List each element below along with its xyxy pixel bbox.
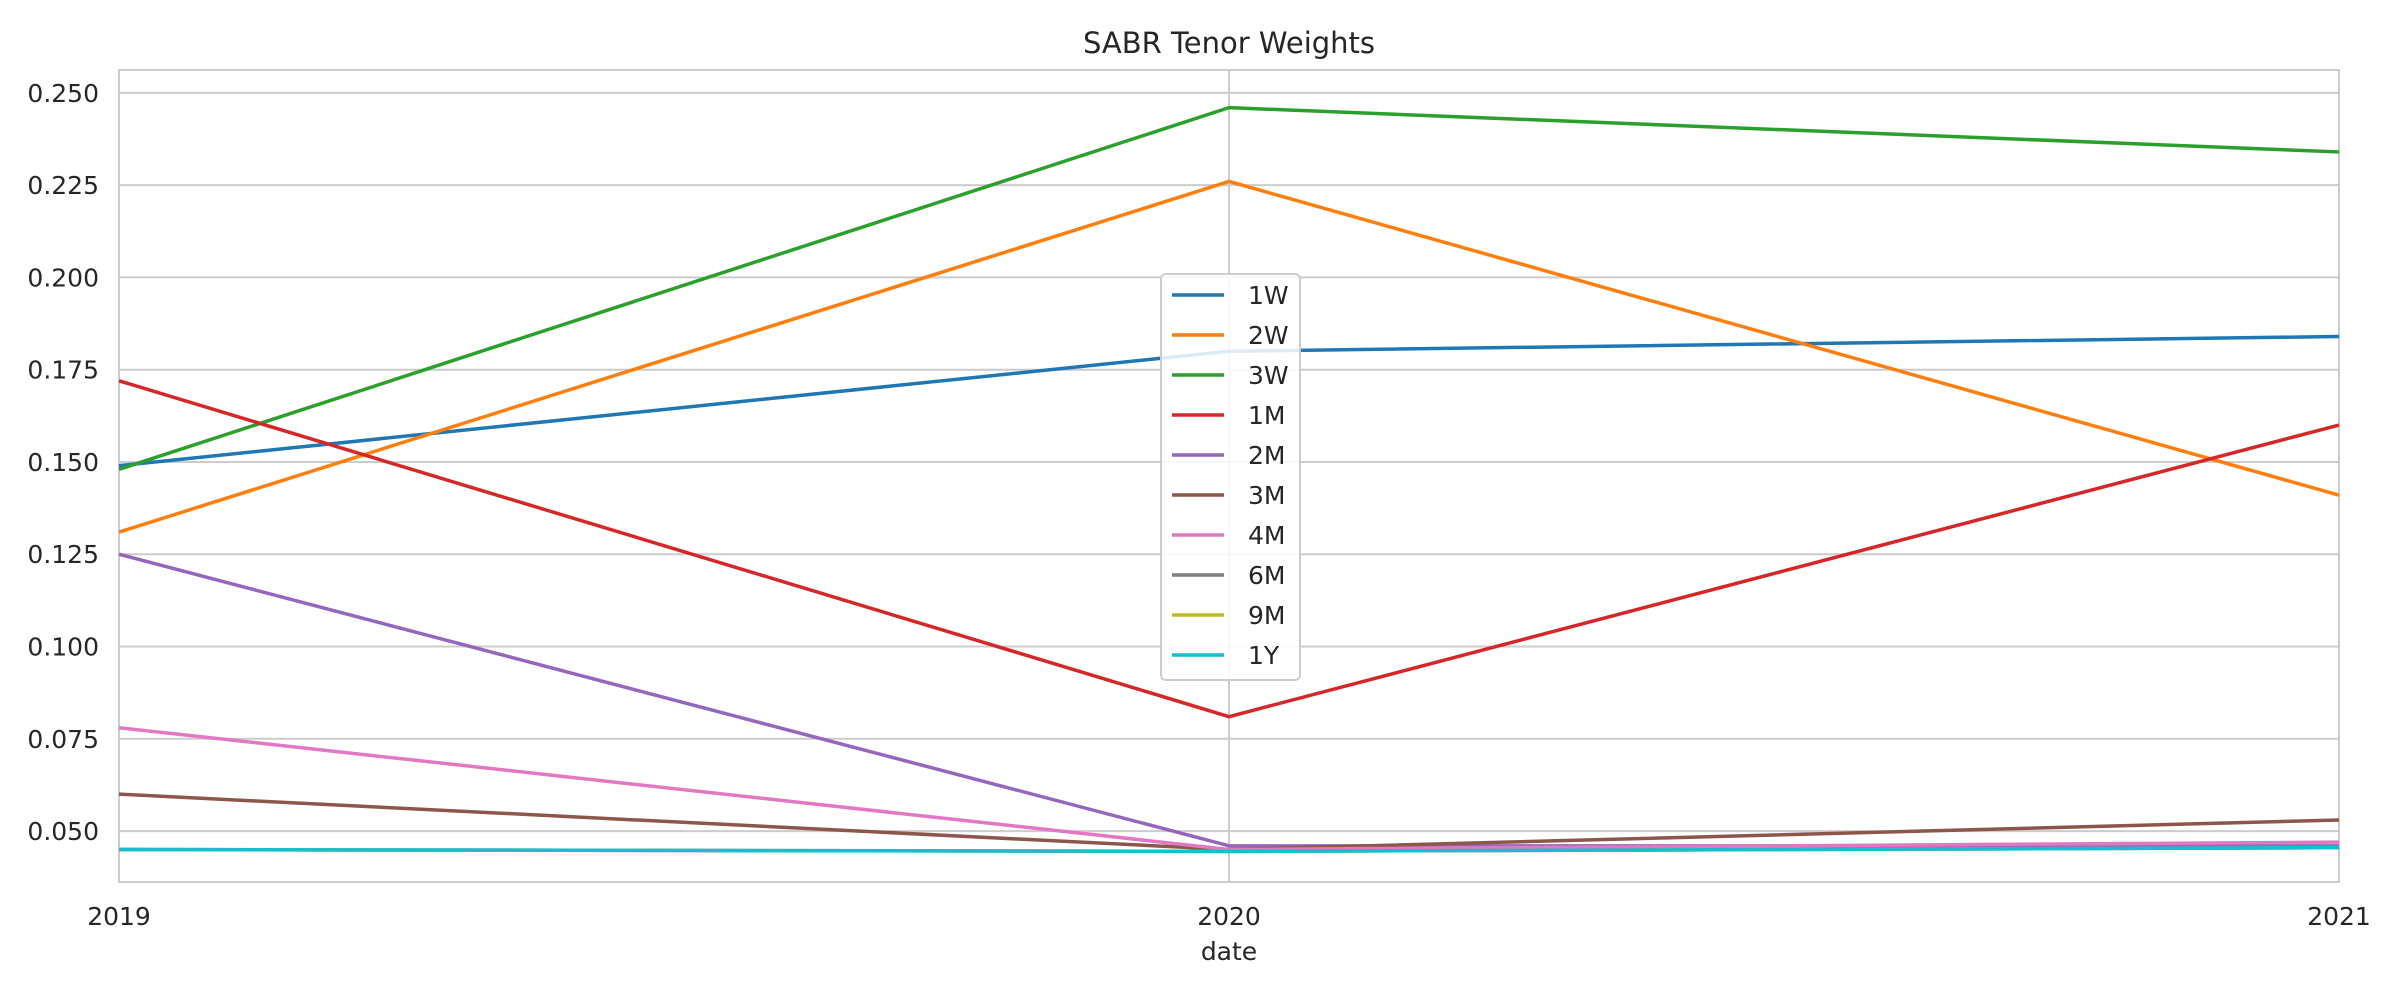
y-tick-label: 0.050 [27, 817, 99, 846]
series-line-2w [118, 179, 2340, 534]
plot-frame [118, 69, 2340, 883]
legend-label: 6M [1248, 561, 1285, 590]
legend-label: 1M [1248, 401, 1285, 430]
series-line-1m [118, 379, 2340, 719]
x-tick-label: 2019 [87, 902, 151, 931]
legend-label: 2M [1248, 441, 1285, 470]
y-tick-label: 0.075 [27, 725, 99, 754]
x-axis-title: date [1201, 937, 1257, 966]
y-tick-labels: 0.050 0.075 0.100 0.125 0.150 0.175 0.200 0.225… [27, 79, 99, 846]
y-tick-label: 0.225 [27, 171, 99, 200]
x-tick-label: 2020 [1197, 902, 1261, 931]
y-tick-label: 0.250 [27, 79, 99, 108]
y-tick-label: 0.100 [27, 633, 99, 662]
legend-label: 9M [1248, 601, 1285, 630]
legend-label: 1W [1248, 281, 1289, 310]
legend-label: 4M [1248, 521, 1285, 550]
x-tick-labels: 2019 2020 2021 [87, 902, 2371, 931]
series-line-4m [118, 725, 2340, 852]
chart-title: SABR Tenor Weights [1083, 26, 1375, 60]
legend-label: 3M [1248, 481, 1285, 510]
legend-label: 3W [1248, 361, 1289, 390]
series-line-1y [118, 845, 2340, 854]
y-tick-label: 0.150 [27, 448, 99, 477]
legend-label: 1Y [1248, 641, 1280, 670]
y-tick-label: 0.200 [27, 263, 99, 292]
series-line-3w [118, 105, 2340, 472]
y-tick-label: 0.175 [27, 356, 99, 385]
legend[interactable]: 1W 2W 3W 1M 2M 3M 4M 6M 9M 1Y [1160, 273, 1301, 681]
x-tick-label: 2021 [2307, 902, 2371, 931]
legend-label: 2W [1248, 321, 1289, 350]
y-tick-label: 0.125 [27, 540, 99, 569]
